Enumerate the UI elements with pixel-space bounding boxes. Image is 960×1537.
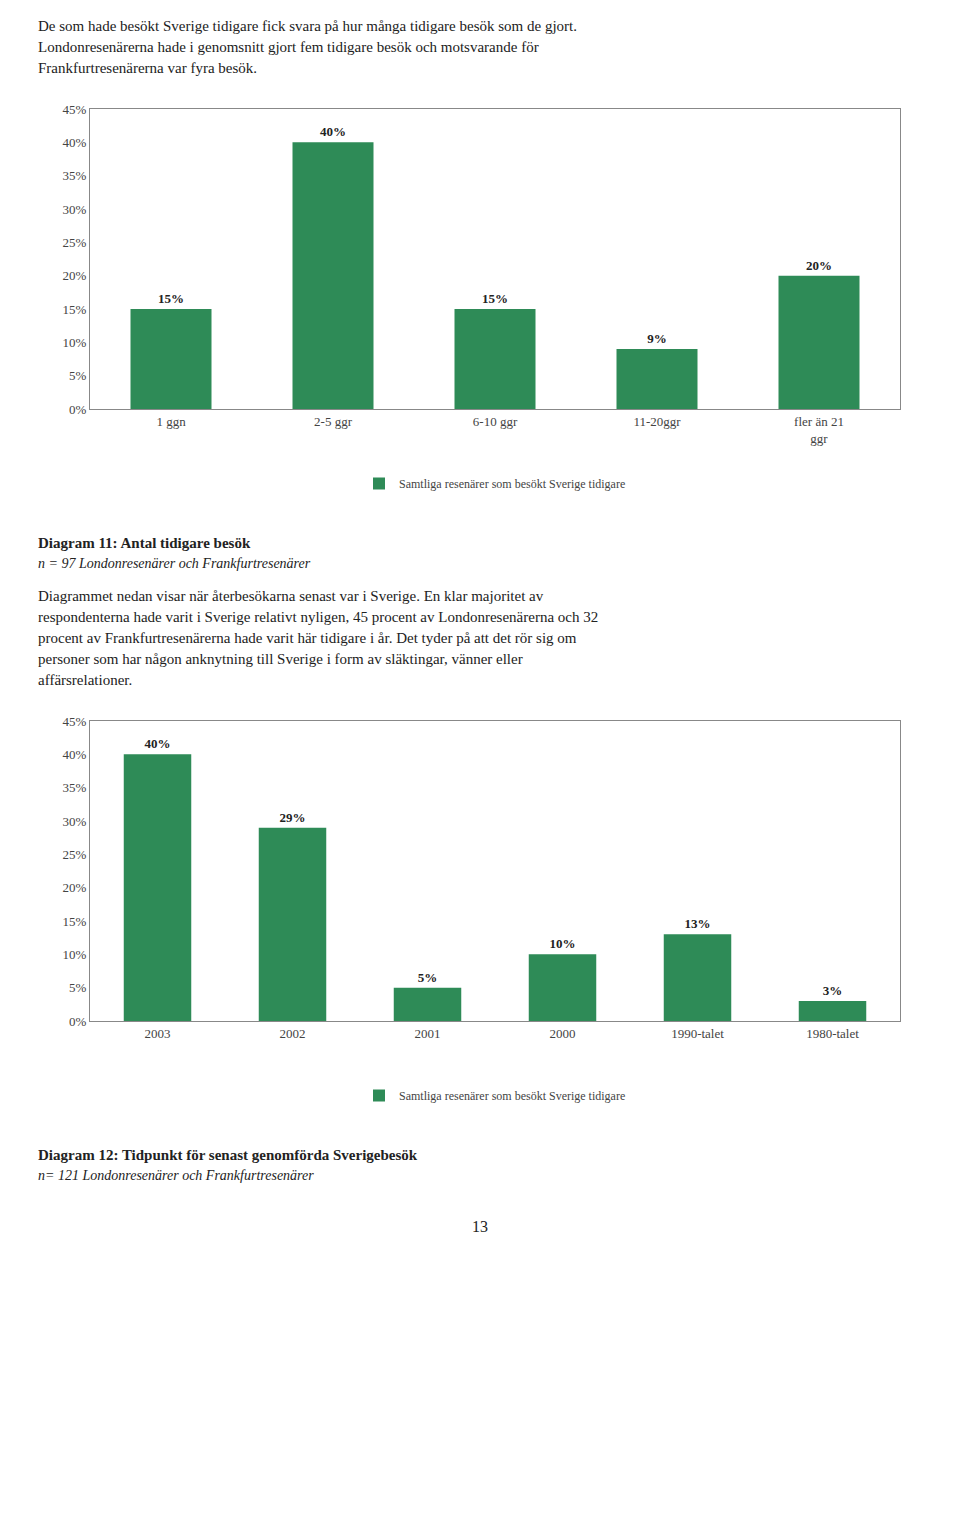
svg-text:fler än 21ggr: fler än 21ggr (794, 414, 844, 446)
svg-text:30%: 30% (63, 814, 87, 829)
html-text:Frankfurtresenärerna var fyra: Frankfurtresenärerna var fyra besök. (38, 60, 258, 76)
svg-text:40%: 40% (63, 747, 87, 762)
svg-text:15%: 15% (482, 291, 508, 306)
svg-text:20%: 20% (806, 258, 832, 273)
svg-text:10%: 10% (63, 335, 87, 350)
svg-text:25%: 25% (63, 847, 87, 862)
html-text:n= 121 Londonresenärer och Fra: n= 121 Londonresenärer och Frankfurtrese… (38, 1168, 314, 1183)
svg-text:1980-talet: 1980-talet (806, 1026, 859, 1041)
html-text:procent av Frankfurtresenärern: procent av Frankfurtresenärerna hade var… (38, 630, 577, 646)
html-text:Diagrammet nedan visar när åte: Diagrammet nedan visar när återbesökarna… (38, 588, 544, 604)
html-text:Diagram 12: Tidpunkt för senas: Diagram 12: Tidpunkt för senast genomför… (38, 1147, 418, 1163)
html-text:affärsrelationer.: affärsrelationer. (38, 672, 133, 688)
svg-text:2-5 ggr: 2-5 ggr (314, 414, 353, 429)
svg-text:10%: 10% (550, 936, 576, 951)
svg-text:40%: 40% (145, 736, 171, 751)
svg-text:25%: 25% (63, 235, 87, 250)
svg-text:9%: 9% (647, 331, 667, 346)
svg-text:45%: 45% (63, 102, 87, 117)
svg-text:5%: 5% (69, 368, 87, 383)
svg-text:15%: 15% (158, 291, 184, 306)
svg-text:1990-talet: 1990-talet (671, 1026, 724, 1041)
html-text:n = 97 Londonresenärer och Fra: n = 97 Londonresenärer och Frankfurtrese… (38, 556, 311, 571)
svg-text:15%: 15% (63, 914, 87, 929)
html-text:respondenterna hade varit i Sv: respondenterna hade varit i Sverige rela… (38, 609, 599, 625)
html-text:Diagram 11: Antal tidigare bes: Diagram 11: Antal tidigare besök (38, 535, 251, 551)
svg-text:35%: 35% (63, 168, 87, 183)
html-text:13: 13 (472, 1218, 488, 1235)
svg-text:10%: 10% (63, 947, 87, 962)
svg-text:40%: 40% (63, 135, 87, 150)
html-text:De som hade besökt Sverige tid: De som hade besökt Sverige tidigare fick… (38, 18, 577, 34)
svg-text:35%: 35% (63, 780, 87, 795)
svg-text:2001: 2001 (415, 1026, 441, 1041)
html-text:Londonresenärerna hade i genom: Londonresenärerna hade i genomsnitt gjor… (38, 39, 539, 55)
svg-text:20%: 20% (63, 268, 87, 283)
svg-text:20%: 20% (63, 880, 87, 895)
svg-text:2000: 2000 (550, 1026, 576, 1041)
svg-text:30%: 30% (63, 202, 87, 217)
html-text:personer som har någon anknytn: personer som har någon anknytning till S… (38, 651, 523, 667)
svg-text:45%: 45% (63, 714, 87, 729)
svg-text:Samtliga resenärer som besökt: Samtliga resenärer som besökt Sverige ti… (399, 477, 625, 491)
svg-text:0%: 0% (69, 402, 87, 417)
svg-text:11-20ggr: 11-20ggr (633, 414, 681, 429)
svg-text:0%: 0% (69, 1014, 87, 1029)
svg-text:15%: 15% (63, 302, 87, 317)
svg-text:40%: 40% (320, 124, 346, 139)
svg-text:6-10 ggr: 6-10 ggr (473, 414, 518, 429)
svg-text:2003: 2003 (145, 1026, 171, 1041)
svg-text:3%: 3% (823, 983, 843, 998)
svg-text:13%: 13% (685, 916, 711, 931)
svg-text:Samtliga resenärer som besökt: Samtliga resenärer som besökt Sverige ti… (399, 1089, 625, 1103)
svg-text:5%: 5% (418, 970, 438, 985)
svg-text:5%: 5% (69, 980, 87, 995)
svg-text:29%: 29% (280, 810, 306, 825)
svg-text:1 ggn: 1 ggn (156, 414, 186, 429)
svg-text:2002: 2002 (280, 1026, 306, 1041)
